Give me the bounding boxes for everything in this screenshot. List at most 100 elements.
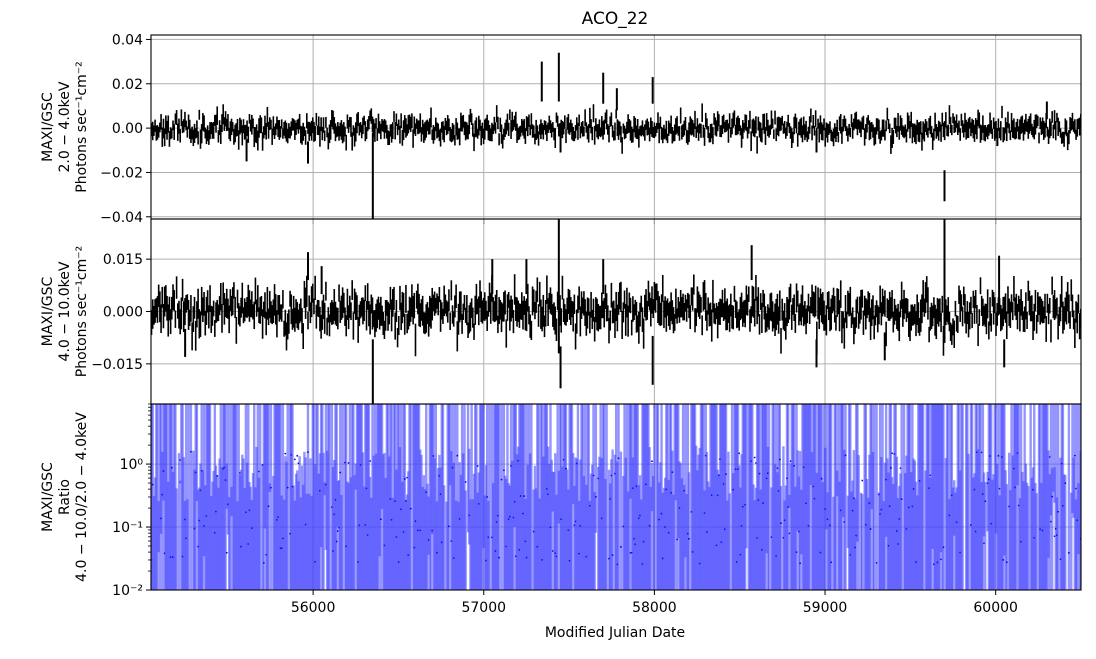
ratio-point xyxy=(1051,495,1054,498)
ratio-point xyxy=(984,500,987,503)
y-tick-label: 10⁻¹ xyxy=(112,520,143,536)
ratio-point xyxy=(758,472,761,475)
ratio-point xyxy=(891,452,893,455)
y-axis-label-line: MAXI/GSC xyxy=(40,462,56,532)
ratio-point xyxy=(456,454,459,457)
ratio-point xyxy=(151,483,154,486)
x-axis-label: Modified Julian Date xyxy=(545,625,685,641)
y-tick-label: −0.02 xyxy=(100,165,143,181)
ratio-point xyxy=(190,450,192,453)
y-tick-label: −0.04 xyxy=(100,210,143,226)
ratio-point xyxy=(617,457,620,460)
ratio-point xyxy=(498,556,501,559)
ratio-point xyxy=(335,540,338,543)
y-axis-label-line: MAXI/GSC xyxy=(40,92,56,162)
ratio-point xyxy=(296,454,299,457)
ratio-point xyxy=(448,525,450,528)
ratio-point xyxy=(216,474,219,477)
ratio-point xyxy=(875,561,878,564)
ratio-point xyxy=(997,454,1000,457)
y-tick-label: 0.02 xyxy=(112,77,143,93)
ratio-point xyxy=(1057,510,1060,513)
y-axis-label-line: Photons sec⁻¹cm⁻² xyxy=(74,61,90,193)
y-axis-label-line: Photons sec⁻¹cm⁻² xyxy=(74,246,90,378)
panel-top: −0.04 −0.02 0.00 0.02 0.04 MAXI/GSC 2.0 − 4.0k… xyxy=(40,32,1082,226)
ratio-point xyxy=(890,467,892,469)
ratio-point xyxy=(409,507,412,510)
ratio-point xyxy=(1005,561,1008,564)
ratio-point xyxy=(778,458,781,461)
y-tick-label: 10⁻² xyxy=(112,583,143,599)
panel-middle: −0.015 0.000 0.015 MAXI/GSC 4.0 − 10.0keV Pho… xyxy=(40,218,1082,409)
ratio-point xyxy=(671,471,674,474)
y-axis-label-line: Ratio xyxy=(57,479,73,515)
ratio-point xyxy=(286,486,289,489)
ratio-point xyxy=(793,464,796,467)
ratio-point xyxy=(267,505,270,508)
ratio-point xyxy=(799,562,802,565)
ratio-point xyxy=(869,528,872,530)
ratio-point xyxy=(486,496,489,498)
ratio-point xyxy=(852,497,855,500)
y-axis-label-line: 2.0 − 4.0keV xyxy=(57,81,73,172)
ratio-point xyxy=(620,546,622,548)
ratio-point xyxy=(500,478,503,481)
ratio-point xyxy=(676,538,678,541)
ratio-point xyxy=(688,537,690,540)
ratio-point xyxy=(795,551,798,554)
ratio-point xyxy=(476,465,479,467)
ratio-point xyxy=(307,451,309,454)
ratio-point xyxy=(844,454,847,457)
ratio-point xyxy=(780,522,782,525)
ratio-point xyxy=(432,455,435,457)
y-tick-label: 0.000 xyxy=(103,305,143,321)
ratio-point xyxy=(293,458,296,461)
x-tick-label: 60000 xyxy=(973,600,1018,616)
x-tick-label: 59000 xyxy=(803,600,848,616)
y-tick-label: 0.015 xyxy=(103,252,143,268)
panel-bottom: 10⁻² 10⁻¹ 10⁰ 56000 57000 58000 59000 60000 MAXI… xyxy=(40,403,1082,616)
ratio-point xyxy=(942,546,945,549)
ratio-point xyxy=(523,495,526,497)
x-tick-label: 58000 xyxy=(632,600,677,616)
ratio-point xyxy=(379,518,382,521)
ratio-point xyxy=(339,471,342,474)
y-tick-label: 10⁰ xyxy=(120,457,144,473)
y-axis-label-line: 4.0 − 10.0/2.0 − 4.0keV xyxy=(74,412,90,582)
ratio-point xyxy=(565,467,567,470)
ratio-point xyxy=(611,554,614,557)
ratio-point xyxy=(830,561,833,564)
ratio-point xyxy=(725,473,727,476)
y-tick-label: 0.00 xyxy=(112,121,143,137)
ratio-point xyxy=(262,561,265,564)
x-tick-label: 57000 xyxy=(461,600,506,616)
ratio-point xyxy=(369,460,372,462)
ratio-point xyxy=(753,456,756,459)
x-tick-label: 56000 xyxy=(291,600,336,616)
ratio-point xyxy=(594,495,597,498)
ratio-point xyxy=(592,474,595,477)
ratio-point xyxy=(225,551,228,554)
ratio-point xyxy=(738,452,741,455)
ratio-point xyxy=(502,469,505,472)
y-axis-label-line: MAXI/GSC xyxy=(40,276,56,346)
series-errorbars xyxy=(151,404,1081,590)
ratio-point xyxy=(284,452,287,455)
ratio-point xyxy=(1073,454,1076,457)
y-tick-label: 0.04 xyxy=(112,32,143,48)
ratio-point xyxy=(1002,559,1005,561)
y-axis-label-line: 4.0 − 10.0keV xyxy=(57,261,73,361)
y-tick-label: −0.015 xyxy=(91,357,143,373)
ratio-point xyxy=(1067,551,1070,554)
ratio-point xyxy=(403,478,406,480)
series-errorbars xyxy=(151,52,1081,219)
ratio-point xyxy=(464,481,467,483)
ratio-point xyxy=(651,460,653,463)
ratio-point xyxy=(170,466,173,469)
ratio-point xyxy=(861,479,864,482)
ratio-point xyxy=(1064,482,1067,485)
ratio-point xyxy=(900,498,903,501)
chart-title: ACO_22 xyxy=(582,9,649,29)
